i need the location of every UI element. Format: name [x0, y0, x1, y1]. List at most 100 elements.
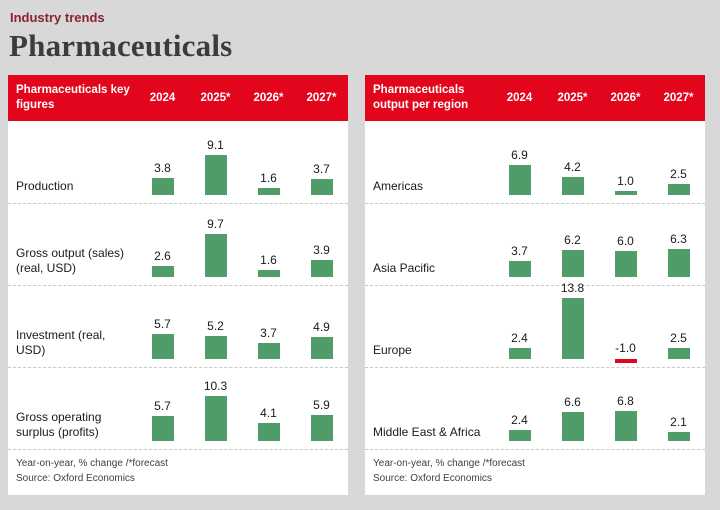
value-label: 2.6 — [154, 248, 171, 263]
bar-cell: 2.5 — [652, 121, 705, 203]
bar — [667, 348, 690, 359]
value-label: 6.2 — [564, 232, 581, 247]
bar — [257, 269, 280, 277]
bar — [204, 336, 227, 359]
bar-cell: 5.2 — [189, 286, 242, 367]
bar — [508, 260, 531, 277]
row-label: Investment (real, USD) — [16, 328, 106, 357]
bar — [257, 422, 280, 441]
value-label: 10.3 — [203, 378, 228, 393]
column-headers: 2024 2025* 2026* 2027* — [136, 92, 348, 104]
column-header: 2027* — [663, 92, 694, 104]
value-label: 9.1 — [207, 137, 224, 152]
key-figures-footer: Year-on-year, % change /*forecast Source… — [8, 449, 348, 495]
bar — [614, 190, 637, 195]
bar — [561, 411, 584, 441]
table-row: Middle East & Africa 2.4 6.6 6.8 2.1 — [365, 367, 705, 449]
bar-cell: 3.7 — [295, 121, 348, 203]
value-label: 13.8 — [560, 281, 585, 296]
bar-cell: 1.6 — [242, 204, 295, 285]
bar — [561, 176, 584, 195]
value-label: 5.7 — [154, 398, 171, 413]
row-label: Gross output (sales) (real, USD) — [16, 246, 125, 275]
bar — [667, 184, 690, 195]
bar-cell: 3.8 — [136, 121, 189, 203]
bar-cell: 2.6 — [136, 204, 189, 285]
bar-cell: 3.7 — [242, 286, 295, 367]
bar-cell: 1.6 — [242, 121, 295, 203]
value-label: -1.0 — [615, 341, 636, 355]
bar-cell: 6.6 — [546, 368, 599, 449]
rows: Americas 6.9 4.2 1.0 2.5 Asia Pacific 3.7 6.2 6.… — [365, 121, 705, 449]
bar — [151, 333, 174, 359]
panel-title: Pharmaceuticals output per region — [373, 84, 469, 111]
table-row: Europe 2.4 13.8 -1.0 2.5 — [365, 281, 705, 367]
table-row: Americas 6.9 4.2 1.0 2.5 — [365, 121, 705, 203]
column-header: 2025* — [200, 92, 231, 104]
bar-cell: 4.2 — [546, 121, 599, 203]
bar-cell: 2.1 — [652, 368, 705, 449]
bar-cell: 6.0 — [599, 204, 652, 285]
bar — [204, 395, 227, 441]
bar-cell: 1.0 — [599, 121, 652, 203]
bar-cell: 6.2 — [546, 204, 599, 285]
value-label: 2.4 — [511, 413, 528, 428]
value-label: 3.7 — [313, 161, 330, 176]
value-label: 3.7 — [511, 243, 528, 258]
regions-panel: Pharmaceuticals output per region 2024 20… — [365, 75, 705, 495]
regions-footer: Year-on-year, % change /*forecast Source… — [365, 449, 705, 495]
bar — [614, 411, 637, 441]
value-label: 3.8 — [154, 161, 171, 176]
column-header: 2024 — [506, 92, 533, 104]
row-label: Asia Pacific — [373, 261, 436, 275]
bar — [561, 249, 584, 277]
table-row: Asia Pacific 3.7 6.2 6.0 6.3 — [365, 203, 705, 285]
bar-cell: 2.4 — [493, 368, 546, 449]
value-label: 2.1 — [670, 414, 687, 429]
bar-cell: 4.9 — [295, 286, 348, 367]
bar — [151, 265, 174, 277]
key-figures-panel: Pharmaceuticals key figures 2024 2025* 202… — [8, 75, 348, 495]
value-label: 6.3 — [670, 232, 687, 247]
footnote: Year-on-year, % change /*forecast — [16, 458, 168, 469]
value-label: 4.9 — [313, 320, 330, 335]
row-label: Gross operating surplus (profits) — [16, 410, 102, 439]
value-label: 1.6 — [260, 170, 277, 185]
bar-cell: 13.8 — [546, 281, 599, 367]
bar-cell: 6.9 — [493, 121, 546, 203]
bar-cell: 2.5 — [652, 286, 705, 367]
row-label: Americas — [373, 179, 424, 193]
bar-cell: 4.1 — [242, 368, 295, 449]
bar — [257, 342, 280, 359]
column-header: 2024 — [149, 92, 176, 104]
value-label: 4.1 — [260, 405, 277, 420]
table-row: Investment (real, USD) 5.7 5.2 3.7 4.9 — [8, 285, 348, 367]
source-note: Source: Oxford Economics — [373, 473, 492, 484]
bar — [508, 164, 531, 195]
table-row: Production 3.8 9.1 1.6 3.7 — [8, 121, 348, 203]
value-label: 2.5 — [670, 331, 687, 345]
bar — [257, 187, 280, 195]
bar — [310, 259, 333, 277]
table-row: Gross output (sales) (real, USD) 2.6 9.7 1.… — [8, 203, 348, 285]
bar-cell: 3.7 — [493, 204, 546, 285]
bar-cell: 6.3 — [652, 204, 705, 285]
bar — [310, 178, 333, 195]
value-label: 5.2 — [207, 319, 224, 334]
table-row: Gross operating surplus (profits) 5.7 10.3… — [8, 367, 348, 449]
bar-cell: 9.7 — [189, 204, 242, 285]
rows: Production 3.8 9.1 1.6 3.7 Gross output (sale… — [8, 121, 348, 449]
bar — [151, 178, 174, 195]
regions-header: Pharmaceuticals output per region 2024 20… — [365, 75, 705, 121]
bar-cell: -1.0 — [599, 286, 652, 367]
value-label: 5.7 — [154, 316, 171, 331]
bar-cell: 2.4 — [493, 286, 546, 367]
column-header: 2027* — [306, 92, 337, 104]
panels-container: Pharmaceuticals key figures 2024 2025* 202… — [8, 75, 712, 495]
value-label: 1.6 — [260, 252, 277, 267]
column-headers: 2024 2025* 2026* 2027* — [493, 92, 705, 104]
value-label: 3.9 — [313, 242, 330, 257]
source-note: Source: Oxford Economics — [16, 473, 135, 484]
row-label: Europe — [373, 343, 412, 357]
